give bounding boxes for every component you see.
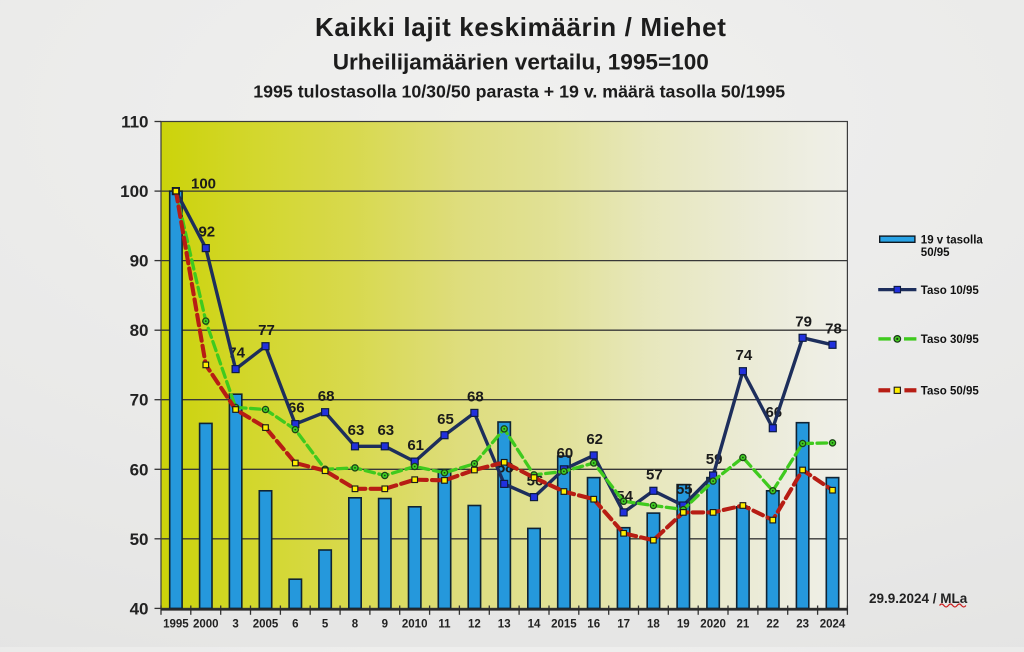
svg-text:Taso 30/95: Taso 30/95 [921, 334, 980, 346]
svg-text:5: 5 [322, 619, 329, 631]
svg-text:14: 14 [528, 619, 541, 631]
svg-text:80: 80 [130, 321, 149, 340]
svg-text:3: 3 [232, 619, 238, 631]
svg-text:Kaikki lajit keskimäärin / Mie: Kaikki lajit keskimäärin / Miehet [315, 12, 727, 42]
svg-text:79: 79 [795, 313, 812, 330]
svg-text:23: 23 [796, 619, 809, 631]
svg-text:1995: 1995 [163, 619, 189, 631]
svg-text:29.9.2024 / MLa: 29.9.2024 / MLa [869, 591, 968, 606]
svg-text:74: 74 [736, 347, 753, 364]
svg-text:2024: 2024 [820, 619, 846, 631]
svg-text:2005: 2005 [253, 619, 279, 631]
svg-text:63: 63 [348, 422, 365, 439]
svg-text:40: 40 [130, 599, 149, 618]
svg-text:2020: 2020 [700, 619, 726, 631]
svg-text:100: 100 [120, 182, 148, 201]
svg-text:12: 12 [468, 619, 481, 631]
svg-text:9: 9 [382, 619, 388, 631]
svg-text:8: 8 [352, 619, 359, 631]
svg-text:50/95: 50/95 [921, 247, 950, 259]
svg-text:57: 57 [646, 466, 663, 483]
svg-text:68: 68 [318, 388, 335, 405]
svg-text:60: 60 [557, 445, 574, 462]
svg-text:61: 61 [407, 437, 424, 454]
svg-text:50: 50 [130, 530, 149, 549]
svg-text:92: 92 [198, 224, 215, 241]
svg-text:21: 21 [737, 619, 750, 631]
svg-text:90: 90 [130, 252, 149, 271]
svg-text:78: 78 [825, 320, 842, 337]
svg-text:2000: 2000 [193, 619, 219, 631]
svg-text:16: 16 [587, 619, 600, 631]
svg-text:17: 17 [617, 619, 630, 631]
svg-text:2010: 2010 [402, 619, 428, 631]
svg-text:11: 11 [438, 619, 451, 631]
svg-text:55: 55 [676, 481, 693, 498]
svg-text:Urheilijamäärien vertailu, 199: Urheilijamäärien vertailu, 1995=100 [333, 50, 709, 75]
svg-text:2015: 2015 [551, 619, 577, 631]
svg-text:60: 60 [130, 460, 149, 479]
svg-text:6: 6 [292, 619, 298, 631]
svg-text:65: 65 [437, 411, 454, 428]
svg-text:13: 13 [498, 619, 511, 631]
svg-text:70: 70 [130, 391, 149, 410]
svg-text:68: 68 [467, 389, 484, 406]
svg-text:Taso 50/95: Taso 50/95 [921, 386, 980, 398]
svg-text:18: 18 [647, 619, 660, 631]
svg-text:77: 77 [258, 322, 275, 339]
svg-text:62: 62 [586, 431, 603, 448]
svg-text:19 v tasolla: 19 v tasolla [921, 234, 984, 246]
svg-text:100: 100 [191, 175, 216, 192]
svg-text:110: 110 [121, 113, 148, 132]
svg-text:19: 19 [677, 619, 690, 631]
svg-text:Taso 10/95: Taso 10/95 [921, 285, 980, 297]
svg-text:22: 22 [766, 619, 779, 631]
svg-text:1995 tulostasolla 10/30/50 par: 1995 tulostasolla 10/30/50 parasta + 19 … [253, 82, 785, 102]
svg-text:63: 63 [377, 422, 394, 439]
